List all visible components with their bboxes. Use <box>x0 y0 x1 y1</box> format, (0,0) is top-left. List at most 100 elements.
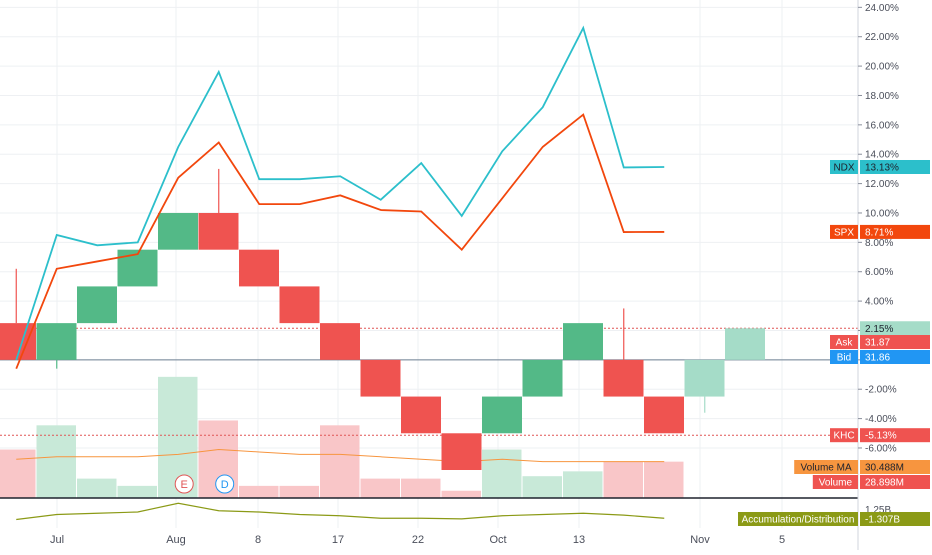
price-label-name-bg <box>830 224 858 239</box>
x-tick-label: Jul <box>50 534 64 546</box>
renko-brick <box>77 286 117 324</box>
price-label-name-bg <box>830 335 858 349</box>
series-line-ndx <box>15 25 665 361</box>
x-tick-label: 5 <box>779 534 785 546</box>
y-tick-label: 12.00% <box>865 179 899 190</box>
y-tick-label: 14.00% <box>865 150 899 161</box>
price-label-value-bg <box>860 335 930 349</box>
renko-brick <box>158 212 198 250</box>
price-label-value: 31.86 <box>865 353 890 364</box>
x-tick-label: 17 <box>332 534 344 546</box>
volume-bar <box>117 485 157 498</box>
volume-bar <box>603 461 643 498</box>
price-label-name: Volume MA <box>801 463 852 474</box>
y-tick-label: -2.00% <box>865 385 897 396</box>
event-marker-circle <box>215 474 235 494</box>
renko-brick <box>36 323 77 360</box>
event-marker-label: D <box>221 479 229 491</box>
price-label-name-bg <box>794 460 858 474</box>
renko-brick <box>401 396 441 434</box>
y-tick-label: 22.00% <box>865 32 899 43</box>
price-label-name-bg <box>830 428 858 443</box>
accdist-line <box>16 502 665 521</box>
renko-bricks <box>0 212 765 470</box>
price-label-name-bg <box>812 475 858 489</box>
renko-brick <box>684 359 725 397</box>
price-label-value: 13.13% <box>865 162 899 173</box>
price-label-value-bg <box>860 350 930 364</box>
time-axis: Jul Aug 8 17 22 Oct 13 Nov 5 <box>50 534 785 546</box>
accdist-label-value: -1.307B <box>865 515 900 526</box>
accdist-label-name: Accumulation/Distribution <box>742 515 855 526</box>
volume-ma-line <box>16 449 665 463</box>
price-label-value-bg <box>860 460 930 474</box>
x-tick-label: 8 <box>255 534 261 546</box>
price-label-value: 2.15% <box>865 324 893 335</box>
price-label-value: 31.87 <box>865 338 890 349</box>
volume-pane <box>0 376 684 498</box>
price-axis: 24.00% 22.00% 20.00% 18.00% 16.00% 14.00% 12.0… <box>857 0 899 550</box>
y-tick-label: 18.00% <box>865 91 899 102</box>
price-label-name: Ask <box>836 338 854 349</box>
price-label-value-bg <box>860 321 930 336</box>
price-label-value: -5.13% <box>865 431 897 442</box>
accdist-label-value-bg <box>860 512 930 526</box>
accdist-label-name-bg <box>738 512 858 526</box>
event-marker-label: E <box>181 479 188 491</box>
price-label-value: 8.71% <box>865 227 893 238</box>
price-label-name-bg <box>830 350 858 364</box>
price-label-name: Volume <box>819 478 853 489</box>
x-tick-label: Nov <box>690 534 710 546</box>
price-label-value-bg <box>860 475 930 489</box>
renko-brick <box>117 249 158 287</box>
x-tick-label: Oct <box>489 534 506 546</box>
volume-bar <box>360 478 400 498</box>
volume-bar <box>563 471 603 498</box>
y-tick-label: 16.00% <box>865 120 899 131</box>
comparison-lines <box>15 25 665 369</box>
volume-bar <box>401 478 441 498</box>
y-tick-label: 6.00% <box>865 267 893 278</box>
renko-brick <box>279 286 320 324</box>
price-label-name-bg <box>830 159 858 174</box>
price-label-name: NDX <box>833 162 854 173</box>
price-labels: NDX 13.13% SPX 8.71% 2.15% Ask 31.87 Bid 31.86 KH… <box>738 159 930 526</box>
y-tick-label: 8.00% <box>865 238 893 249</box>
y-tick-label: -4.00% <box>865 414 897 425</box>
renko-brick <box>441 433 482 470</box>
volume-bar <box>279 485 319 498</box>
renko-brick <box>482 396 522 434</box>
price-label-value-bg <box>860 428 930 443</box>
y-tick-label: -6.00% <box>865 443 897 454</box>
y-tick-label: 24.00% <box>865 3 899 14</box>
renko-brick <box>198 212 239 250</box>
accdist-scale-label: 1.25B <box>865 505 891 516</box>
renko-brick <box>360 359 401 397</box>
brick-wicks <box>15 168 706 413</box>
volume-bar <box>36 425 76 498</box>
renko-brick <box>320 323 360 360</box>
price-label-value: 30.488M <box>865 463 904 474</box>
volume-bar <box>320 425 360 498</box>
volume-bar <box>441 490 481 498</box>
volume-bar <box>239 485 279 498</box>
renko-brick <box>522 359 563 397</box>
y-tick-label: 20.00% <box>865 62 899 73</box>
volume-bar <box>522 476 562 498</box>
price-label-name: KHC <box>833 431 854 442</box>
renko-brick <box>563 323 603 360</box>
price-label-value-bg <box>860 224 930 239</box>
x-tick-label: 22 <box>412 534 424 546</box>
renko-brick <box>239 249 279 287</box>
accdist-pane <box>0 497 858 521</box>
y-tick-label: 4.00% <box>865 297 893 308</box>
price-label-name: SPX <box>834 227 854 238</box>
volume-bar <box>77 478 117 498</box>
price-label-name: Bid <box>837 353 851 364</box>
volume-bar <box>0 449 36 498</box>
price-label-value: 28.898M <box>865 478 904 489</box>
price-label-value-bg <box>860 159 930 174</box>
